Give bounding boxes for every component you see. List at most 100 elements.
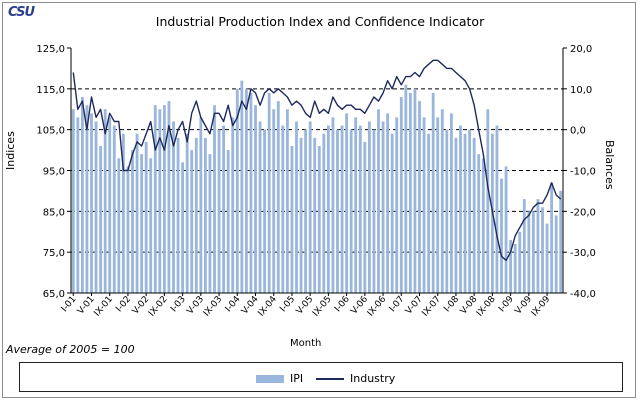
x-axis-label: Month (290, 338, 322, 349)
y-right-tick-label: -10,0 (570, 167, 596, 178)
ipi-bar (363, 141, 367, 293)
legend: IPI Industry (19, 362, 623, 392)
ipi-bar (299, 137, 303, 293)
ipi-bar (272, 109, 276, 293)
ipi-bar (222, 125, 226, 293)
ipi-bar (313, 137, 317, 293)
ipi-bar (513, 244, 517, 293)
legend-item-industry: Industry (316, 372, 395, 385)
x-tick-label: IX-09 (530, 294, 553, 318)
ipi-bar (509, 239, 513, 293)
chart-frame (2, 2, 636, 398)
y-right-tick-label: -20,0 (570, 207, 596, 218)
ipi-bar (358, 125, 362, 293)
ipi-bar (254, 105, 257, 294)
ipi-bar (386, 113, 390, 293)
ipi-bar (217, 129, 221, 293)
ipi-bar (408, 92, 412, 294)
y-left-tick-label: 105,0 (36, 126, 65, 137)
baseline-note: Average of 2005 = 100 (6, 343, 135, 356)
x-tick-label: I-02 (114, 295, 133, 315)
ipi-bar (445, 129, 449, 293)
x-tick-label: I-03 (169, 295, 188, 315)
ipi-bar (76, 117, 80, 294)
ipi-bar (149, 158, 153, 293)
legend-item-ipi: IPI (256, 372, 303, 385)
ipi-bar (117, 158, 121, 293)
ipi-bar (436, 117, 440, 294)
ipi-bar (449, 113, 453, 293)
ipi-bar (559, 190, 563, 293)
ipi-bar (267, 92, 271, 294)
ipi-bar (545, 223, 549, 293)
ipi-bar (518, 231, 522, 293)
ipi-bar (459, 125, 462, 293)
legend-line-industry (316, 377, 344, 380)
ipi-bar (244, 88, 248, 293)
ipi-bar (440, 109, 444, 293)
ipi-bar (158, 109, 162, 293)
ipi-bar (463, 133, 467, 293)
ipi-bar (249, 92, 253, 294)
y-right-tick-label: 10,0 (570, 85, 592, 96)
ipi-bar (500, 178, 503, 293)
ipi-bar (208, 154, 212, 293)
y-left-tick-label: 75,0 (43, 248, 65, 259)
chart-title: Industrial Production Index and Confiden… (155, 14, 485, 29)
ipi-bar (481, 158, 485, 293)
ipi-bar (226, 150, 230, 293)
ipi-bar (418, 101, 421, 293)
y-right-tick-label: 0,0 (570, 126, 586, 137)
ipi-bar (522, 199, 526, 293)
ipi-bar (454, 137, 458, 293)
ipi-bar (331, 117, 335, 294)
ipi-bar (240, 80, 244, 294)
ipi-bar (336, 129, 339, 293)
ipi-bar (80, 97, 84, 293)
ipi-bar (94, 121, 98, 293)
ipi-bar (554, 215, 558, 293)
ipi-bar (326, 125, 330, 293)
ipi-bar (181, 162, 185, 293)
ipi-bar (536, 199, 540, 293)
chart-plot: 125,0 20,0 115,0 10,0 105,0 0,0 95,0 -10,0 85,0 -… (36, 44, 596, 319)
x-tick-label: I-07 (388, 295, 407, 315)
ipi-bar (71, 109, 75, 293)
ipi-bar (541, 207, 544, 293)
ipi-bar (308, 121, 312, 293)
y-left-tick-label: 125,0 (36, 44, 65, 55)
ipi-bar (108, 117, 112, 294)
x-tick-label: IX-07 (421, 295, 443, 319)
ipi-bar (194, 137, 198, 293)
ipi-bar (126, 166, 130, 293)
x-tick-label: IX-06 (366, 294, 389, 318)
ipi-bar (468, 129, 472, 293)
legend-label-ipi: IPI (290, 372, 304, 385)
ipi-bar (495, 125, 499, 293)
ipi-bar (390, 133, 394, 293)
ipi-bar (377, 109, 380, 293)
y-right-tick-label: -30,0 (570, 248, 596, 259)
x-tick-label: IX-08 (475, 294, 498, 318)
ipi-bar (276, 101, 280, 293)
x-tick-label: IX-01 (93, 295, 115, 319)
x-tick-label: IX-05 (311, 295, 333, 319)
ipi-bar (290, 146, 294, 293)
ipi-bar (121, 133, 125, 293)
ipi-bar (381, 121, 385, 293)
ipi-bar (85, 105, 89, 294)
ipi-bar (550, 182, 554, 293)
ipi-bar (112, 125, 116, 293)
ipi-bar (531, 211, 535, 293)
ipi-bar (404, 84, 408, 293)
ipi-bar (162, 105, 166, 294)
ipi-bar (322, 133, 326, 293)
ipi-bar (422, 117, 426, 294)
ipi-bar (527, 211, 531, 293)
ipi-bar (295, 121, 298, 293)
ipi-bar (258, 121, 262, 293)
x-tick-label: IX-03 (202, 295, 224, 319)
y-left-tick-label: 65,0 (43, 289, 65, 300)
ipi-bar (231, 117, 235, 294)
ipi-bar (167, 101, 171, 293)
